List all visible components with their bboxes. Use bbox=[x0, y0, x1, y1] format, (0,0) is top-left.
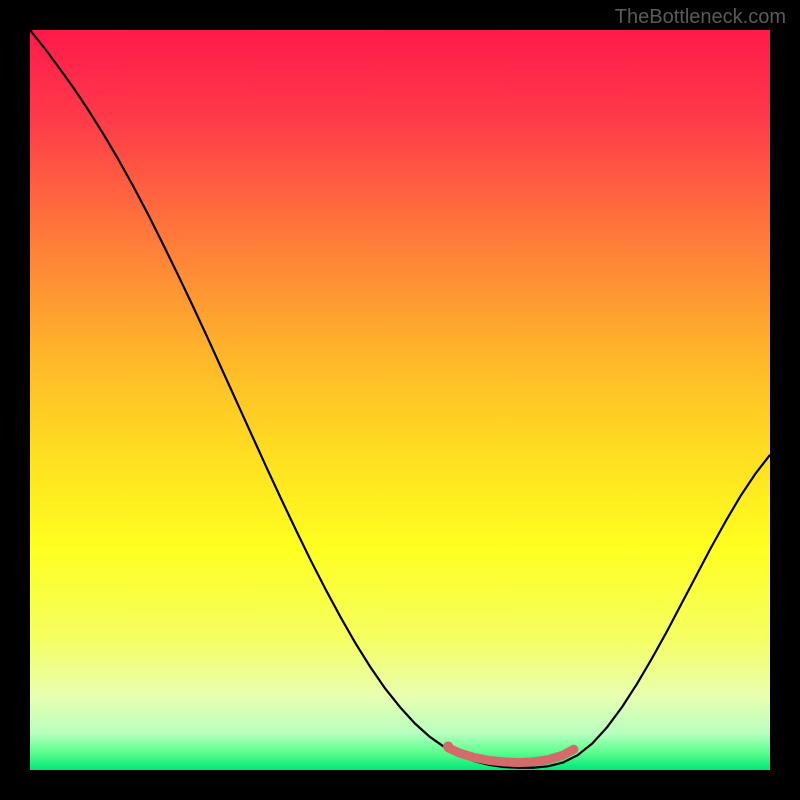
optimal-start-dot bbox=[443, 741, 453, 751]
chart-svg bbox=[30, 30, 770, 770]
gradient-background bbox=[30, 30, 770, 770]
watermark-text: TheBottleneck.com bbox=[615, 6, 786, 29]
chart-plot-area bbox=[30, 30, 770, 770]
